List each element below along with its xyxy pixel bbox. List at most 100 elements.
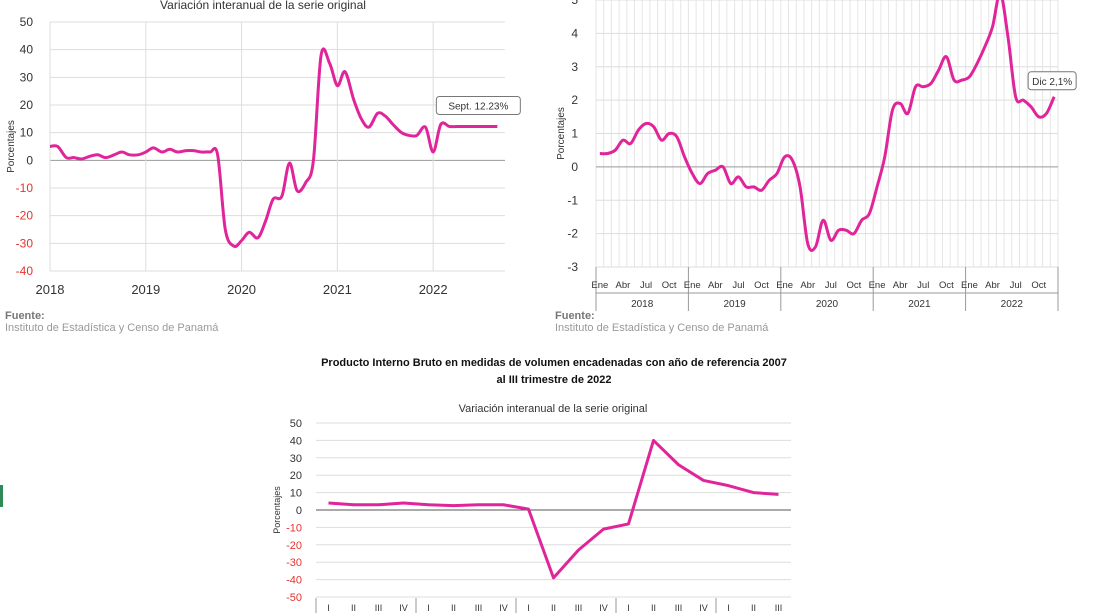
y-tick-label: -2	[567, 227, 578, 241]
x-tick-label: III	[675, 603, 683, 613]
y-tick-label: 0	[26, 153, 33, 167]
year-label: 2022	[1001, 299, 1024, 310]
source-text: Instituto de Estadística y Censo de Pana…	[5, 322, 219, 334]
y-tick-label: -3	[567, 260, 578, 274]
year-label: 2018	[631, 299, 654, 310]
y-tick-label: 5	[571, 0, 578, 7]
y-tick-label: -1	[567, 193, 578, 207]
x-tick-label: Abr	[985, 280, 1000, 291]
x-tick-label: I	[727, 603, 730, 613]
year-label: 2019	[723, 299, 746, 310]
source-label: Fuente:	[555, 310, 595, 322]
x-tick-label: IV	[599, 603, 608, 613]
x-tick-label: IV	[399, 603, 408, 613]
source-text: Instituto de Estadística y Censo de Pana…	[555, 322, 769, 334]
chart-title: Variación interanual de la serie origina…	[459, 403, 648, 415]
x-tick-label: Jul	[732, 280, 744, 291]
y-tick-label: -40	[16, 264, 34, 278]
y-tick-label: -50	[286, 592, 302, 604]
x-tick-label: 2020	[227, 282, 256, 297]
x-tick-label: Jul	[1010, 280, 1022, 291]
chart-title: Variación interanual de la serie origina…	[160, 0, 366, 12]
x-tick-label: Oct	[939, 280, 954, 291]
x-tick-label: IV	[699, 603, 708, 613]
x-tick-label: 2022	[419, 282, 448, 297]
y-tick-label: 50	[20, 15, 34, 29]
source-block-left: Fuente: Instituto de Estadística y Censo…	[5, 310, 218, 334]
y-tick-label: 40	[20, 43, 34, 57]
year-label: 2020	[816, 299, 839, 310]
year-label: 2021	[908, 299, 931, 310]
x-tick-label: Ene	[684, 280, 701, 291]
x-tick-label: I	[327, 603, 330, 613]
y-tick-label: -20	[16, 209, 34, 223]
section-heading-line1: Producto Interno Bruto en medidas de vol…	[321, 357, 787, 369]
x-tick-label: 2021	[323, 282, 352, 297]
x-tick-label: I	[627, 603, 630, 613]
source-block-right: Fuente: Instituto de Estadística y Censo…	[555, 310, 768, 334]
y-axis-label: Porcentajes	[556, 107, 567, 160]
y-tick-label: 10	[20, 126, 34, 140]
y-tick-label: -10	[16, 181, 34, 195]
y-tick-label: 20	[290, 470, 302, 482]
x-tick-label: 2019	[131, 282, 160, 297]
y-tick-label: -20	[286, 540, 302, 552]
y-axis-label: Porcentajes	[6, 120, 17, 173]
x-tick-label: Jul	[640, 280, 652, 291]
y-tick-label: 30	[20, 70, 34, 84]
y-tick-label: -10	[286, 522, 302, 534]
series-line	[599, 0, 1056, 253]
x-tick-label: Abr	[893, 280, 908, 291]
y-tick-label: -40	[286, 575, 302, 587]
x-tick-label: 2018	[36, 282, 65, 297]
x-tick-label: II	[451, 603, 456, 613]
x-tick-label: Oct	[1031, 280, 1046, 291]
x-tick-label: Abr	[616, 280, 631, 291]
series-line	[49, 47, 498, 248]
y-tick-label: 1	[571, 127, 578, 141]
x-tick-label: Ene	[961, 280, 978, 291]
x-tick-label: II	[551, 603, 556, 613]
x-tick-label: III	[575, 603, 583, 613]
x-tick-label: III	[475, 603, 483, 613]
y-tick-label: 10	[290, 488, 302, 500]
x-tick-label: II	[751, 603, 756, 613]
y-tick-label: 50	[290, 418, 302, 430]
x-tick-label: I	[527, 603, 530, 613]
y-tick-label: 20	[20, 98, 34, 112]
y-tick-label: 0	[571, 160, 578, 174]
section-heading-line2: al III trimestre de 2022	[496, 374, 612, 386]
x-tick-label: Ene	[776, 280, 793, 291]
y-tick-label: -30	[286, 557, 302, 569]
edge-marker	[0, 485, 3, 507]
x-tick-label: Oct	[754, 280, 769, 291]
x-tick-label: II	[651, 603, 656, 613]
x-tick-label: Jul	[825, 280, 837, 291]
y-tick-label: -30	[16, 236, 34, 250]
x-tick-label: III	[375, 603, 383, 613]
x-tick-label: Abr	[708, 280, 723, 291]
y-tick-label: 3	[571, 60, 578, 74]
annotation-label: Dic 2,1%	[1032, 77, 1072, 88]
x-tick-label: Ene	[869, 280, 886, 291]
x-tick-label: III	[775, 603, 783, 613]
y-tick-label: 30	[290, 453, 302, 465]
annotation-box	[435, 95, 521, 115]
y-tick-label: 0	[296, 505, 302, 517]
annotation-box	[1027, 71, 1077, 91]
series-line	[328, 438, 779, 580]
x-tick-label: Oct	[847, 280, 862, 291]
annotation-label: Sept. 12.23%	[448, 101, 508, 112]
y-axis-label: Porcentajes	[272, 486, 282, 534]
y-tick-label: 4	[571, 26, 578, 40]
x-tick-label: Ene	[591, 280, 608, 291]
x-tick-label: IV	[499, 603, 508, 613]
x-tick-label: I	[427, 603, 430, 613]
x-tick-label: II	[351, 603, 356, 613]
x-tick-label: Abr	[800, 280, 815, 291]
y-tick-label: 40	[290, 435, 302, 447]
x-tick-label: Oct	[662, 280, 677, 291]
